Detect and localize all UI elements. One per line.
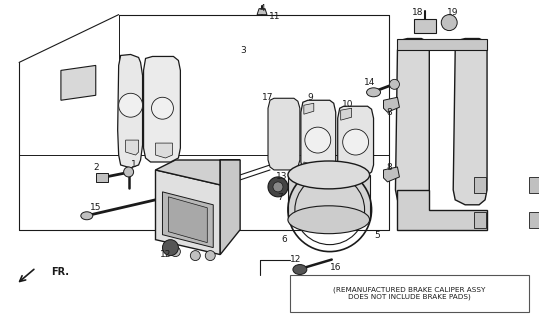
Polygon shape <box>529 212 540 228</box>
Circle shape <box>119 93 143 117</box>
Circle shape <box>268 177 288 197</box>
Text: 12: 12 <box>290 255 301 264</box>
Circle shape <box>389 79 400 89</box>
Polygon shape <box>383 97 400 112</box>
Text: FR.: FR. <box>51 267 69 276</box>
Polygon shape <box>395 38 429 205</box>
Text: 12: 12 <box>160 250 171 259</box>
Circle shape <box>124 167 133 177</box>
Ellipse shape <box>293 265 307 275</box>
Polygon shape <box>126 140 139 155</box>
Polygon shape <box>288 175 369 220</box>
Polygon shape <box>397 190 487 230</box>
Ellipse shape <box>288 161 369 189</box>
Polygon shape <box>156 143 172 158</box>
Circle shape <box>273 182 283 192</box>
Circle shape <box>171 247 180 257</box>
Polygon shape <box>474 212 486 228</box>
Polygon shape <box>529 177 540 193</box>
Polygon shape <box>220 160 240 255</box>
Text: 3: 3 <box>240 46 246 55</box>
Text: 19: 19 <box>448 8 459 17</box>
Polygon shape <box>338 106 374 175</box>
Polygon shape <box>168 197 207 243</box>
Polygon shape <box>156 170 220 255</box>
Polygon shape <box>156 160 240 185</box>
Text: 4: 4 <box>259 4 265 13</box>
Polygon shape <box>61 65 96 100</box>
Polygon shape <box>118 54 143 168</box>
Polygon shape <box>383 167 400 182</box>
Text: (REMANUFACTURED BRAKE CALIPER ASSY
DOES NOT INCLUDE BRAKE PADS): (REMANUFACTURED BRAKE CALIPER ASSY DOES … <box>333 286 485 300</box>
Text: 8: 8 <box>387 164 393 172</box>
Polygon shape <box>144 56 180 162</box>
Bar <box>290 275 529 312</box>
Text: 8: 8 <box>387 108 393 117</box>
Polygon shape <box>304 103 314 114</box>
Text: 10: 10 <box>342 100 353 109</box>
Polygon shape <box>453 38 487 205</box>
Polygon shape <box>304 162 314 173</box>
Circle shape <box>205 251 215 260</box>
Polygon shape <box>301 100 336 174</box>
Polygon shape <box>257 9 267 15</box>
Circle shape <box>163 240 178 256</box>
Bar <box>414 19 436 33</box>
Bar <box>96 173 107 182</box>
Text: 13: 13 <box>276 172 288 181</box>
Ellipse shape <box>81 212 93 220</box>
Circle shape <box>441 15 457 31</box>
Polygon shape <box>163 192 213 248</box>
Ellipse shape <box>367 88 381 97</box>
Polygon shape <box>341 165 352 177</box>
Text: 16: 16 <box>330 263 341 272</box>
Text: 1: 1 <box>131 160 137 170</box>
Text: 9: 9 <box>307 93 313 102</box>
Text: 7: 7 <box>277 193 283 202</box>
Text: 18: 18 <box>411 8 423 17</box>
Text: 5: 5 <box>375 231 380 240</box>
Circle shape <box>190 251 200 260</box>
Ellipse shape <box>288 206 369 234</box>
Text: 6: 6 <box>281 235 287 244</box>
Circle shape <box>305 127 330 153</box>
Circle shape <box>152 97 173 119</box>
Polygon shape <box>474 177 486 193</box>
Text: 15: 15 <box>90 203 102 212</box>
Polygon shape <box>397 38 487 51</box>
Polygon shape <box>341 108 352 120</box>
Text: 17: 17 <box>262 93 274 102</box>
Polygon shape <box>268 98 300 170</box>
Circle shape <box>343 129 369 155</box>
Text: 11: 11 <box>269 12 281 21</box>
Text: 2: 2 <box>93 164 99 172</box>
Text: 14: 14 <box>364 78 375 87</box>
